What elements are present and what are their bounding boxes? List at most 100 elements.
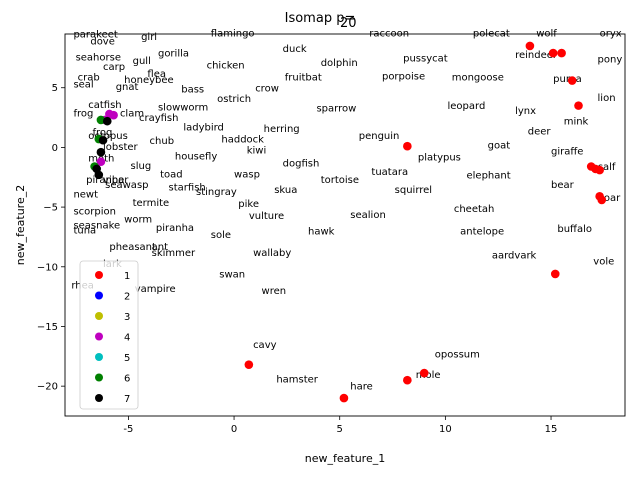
point-annotation: pheasant xyxy=(109,242,156,253)
legend-marker xyxy=(95,312,103,320)
point-annotation: wasp xyxy=(234,169,260,180)
point-annotation: toad xyxy=(160,169,183,180)
data-point xyxy=(96,147,106,157)
point-annotation: worm xyxy=(124,215,152,226)
data-point xyxy=(98,135,108,145)
point-annotation: lion xyxy=(598,93,616,104)
point-annotation: hare xyxy=(350,382,373,393)
data-point xyxy=(403,141,412,151)
point-annotation: goat xyxy=(488,141,511,152)
point-annotation: seahorse xyxy=(76,52,121,63)
y-tick-label: −10 xyxy=(37,262,58,273)
chart-title-suffix: 20 xyxy=(340,16,357,31)
point-annotation: hamster xyxy=(276,375,318,386)
point-annotation: sole xyxy=(211,230,231,241)
point-annotation: calf xyxy=(598,162,616,173)
point-annotation: scorpion xyxy=(73,206,116,217)
point-annotation: gorilla xyxy=(158,49,189,60)
x-tick-label: -5 xyxy=(123,424,133,435)
point-annotation: seal xyxy=(73,80,93,91)
data-point xyxy=(419,368,429,378)
y-axis: −20 −15 −10 −5 0 5 xyxy=(37,83,65,393)
data-point xyxy=(102,116,112,126)
y-tick-label: −15 xyxy=(37,322,58,333)
point-annotation: crayfish xyxy=(139,113,179,124)
point-annotation: haddock xyxy=(221,135,264,146)
legend: 1 2 3 4 5 6 7 xyxy=(79,260,139,410)
legend-marker xyxy=(95,271,103,279)
point-annotation: gnat xyxy=(116,82,139,93)
point-annotation: honeybee xyxy=(124,75,174,86)
point-annotation: tuatara xyxy=(371,167,408,178)
data-point xyxy=(557,48,566,58)
point-annotation: newt xyxy=(73,190,98,201)
point-annotation: wallaby xyxy=(253,248,291,259)
annotations-layer: parakeet girl flamingo raccoon polecat wolf or… xyxy=(71,28,622,392)
x-axis: -5 0 5 10 15 xyxy=(123,416,557,435)
point-annotation: carp xyxy=(103,62,125,73)
legend-box xyxy=(79,260,139,410)
point-annotation: dolphin xyxy=(321,58,358,69)
data-point xyxy=(548,48,558,58)
legend-label: 6 xyxy=(124,374,130,385)
point-annotation: leopard xyxy=(447,101,485,112)
point-annotation: dogfish xyxy=(283,159,320,170)
point-annotation: vulture xyxy=(249,211,284,222)
legend-marker xyxy=(95,332,103,341)
point-annotation: mongoose xyxy=(452,73,504,84)
point-annotation: piranha xyxy=(86,175,124,186)
y-tick-label: −20 xyxy=(37,382,58,393)
legend-label: 5 xyxy=(124,353,130,364)
x-axis-label: new_feature_1 xyxy=(305,452,385,465)
plot-frame xyxy=(64,33,626,417)
point-annotation: piranha xyxy=(156,223,194,234)
point-annotation: termite xyxy=(133,198,170,209)
legend-marker xyxy=(95,353,103,361)
data-point xyxy=(109,110,118,120)
point-annotation: ant xyxy=(152,242,168,253)
point-annotation: cheetah xyxy=(454,204,495,215)
point-annotation: stingray xyxy=(196,187,237,198)
point-annotation: vole xyxy=(593,256,614,267)
point-annotation: bass xyxy=(181,84,204,95)
point-annotation: bear xyxy=(551,180,575,191)
point-annotation: tuna xyxy=(73,225,96,236)
points-layer xyxy=(90,41,607,403)
point-annotation: platypus xyxy=(418,153,461,164)
point-annotation: hawk xyxy=(308,227,335,238)
legend-label: 4 xyxy=(124,333,130,344)
y-tick-label: 5 xyxy=(52,83,58,94)
chart-title: Isomap p= xyxy=(285,11,356,26)
x-tick-label: 0 xyxy=(231,424,237,435)
point-annotation: cavy xyxy=(253,340,277,351)
point-annotation: opossum xyxy=(435,350,480,361)
data-point xyxy=(595,165,604,175)
point-annotation: reindeer xyxy=(515,50,558,61)
point-annotation: parakeet xyxy=(73,30,117,41)
point-annotation: mink xyxy=(564,117,589,128)
point-annotation: elephant xyxy=(467,170,511,181)
point-annotation: tortoise xyxy=(321,175,359,186)
point-annotation: pike xyxy=(238,199,259,210)
point-annotation: chub xyxy=(150,136,175,147)
point-annotation: duck xyxy=(283,44,307,55)
y-axis-label: new_feature_2 xyxy=(14,185,27,265)
point-annotation: flea xyxy=(147,69,166,80)
point-annotation: seawasp xyxy=(105,180,148,191)
point-annotation: housefly xyxy=(175,151,217,162)
point-annotation: girl xyxy=(141,32,157,43)
point-annotation: seasnake xyxy=(73,221,120,232)
point-annotation: vampire xyxy=(135,284,176,295)
point-annotation: pussycat xyxy=(403,53,448,64)
data-point xyxy=(339,393,349,403)
point-annotation: antelope xyxy=(460,227,504,238)
point-annotation: penguin xyxy=(359,131,400,142)
x-tick-label: 10 xyxy=(439,424,452,435)
point-annotation: sealion xyxy=(350,210,386,221)
point-annotation: fruitbat xyxy=(285,73,322,84)
x-tick-label: 15 xyxy=(545,424,558,435)
point-annotation: crab xyxy=(78,73,100,84)
point-annotation: gull xyxy=(133,56,151,67)
point-annotation: frog xyxy=(92,127,112,138)
